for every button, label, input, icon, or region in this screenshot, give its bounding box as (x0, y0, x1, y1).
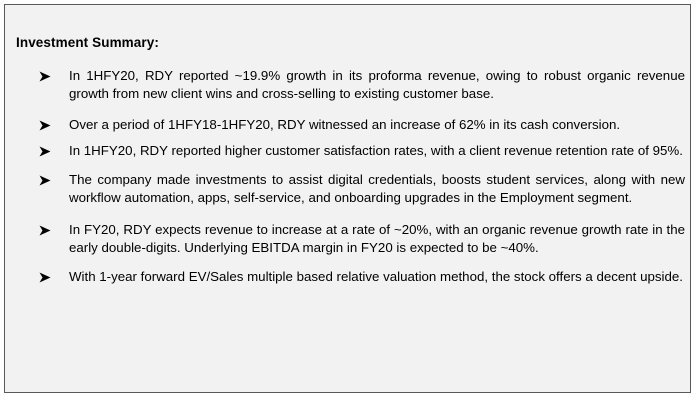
bullet-item: In FY20, RDY expects revenue to increase… (39, 221, 685, 257)
bullet-text: In 1HFY20, RDY reported higher customer … (69, 142, 683, 158)
bullet-item: In 1HFY20, RDY reported ~19.9% growth in… (39, 67, 685, 103)
bullet-item: The company made investments to assist d… (39, 171, 685, 207)
bullet-text: The company made investments to assist d… (69, 171, 685, 206)
bullet-text: Over a period of 1HFY18-1HFY20, RDY witn… (69, 117, 621, 133)
summary-title: Investment Summary: (16, 35, 159, 50)
investment-summary-box: Investment Summary: In 1HFY20, RDY repor… (4, 4, 691, 393)
bullet-item: With 1-year forward EV/Sales multiple ba… (39, 268, 685, 286)
bullet-text: With 1-year forward EV/Sales multiple ba… (69, 268, 683, 284)
arrowhead-bullet-icon (39, 175, 51, 186)
bullet-text: In 1HFY20, RDY reported ~19.9% growth in… (69, 68, 685, 102)
arrowhead-bullet-icon (39, 272, 51, 283)
summary-bullet-list: In 1HFY20, RDY reported ~19.9% growth in… (39, 67, 685, 299)
bullet-item: Over a period of 1HFY18-1HFY20, RDY witn… (39, 116, 685, 134)
arrowhead-bullet-icon (39, 120, 51, 131)
bullet-item: In 1HFY20, RDY reported higher customer … (39, 142, 685, 160)
arrowhead-bullet-icon (39, 71, 51, 82)
arrowhead-bullet-icon (39, 146, 51, 157)
bullet-text: In FY20, RDY expects revenue to increase… (69, 222, 685, 256)
arrowhead-bullet-icon (39, 225, 51, 236)
